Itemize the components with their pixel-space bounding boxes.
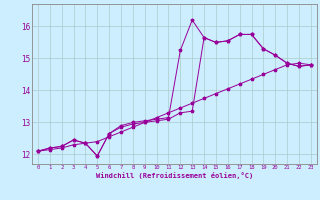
X-axis label: Windchill (Refroidissement éolien,°C): Windchill (Refroidissement éolien,°C) bbox=[96, 172, 253, 179]
